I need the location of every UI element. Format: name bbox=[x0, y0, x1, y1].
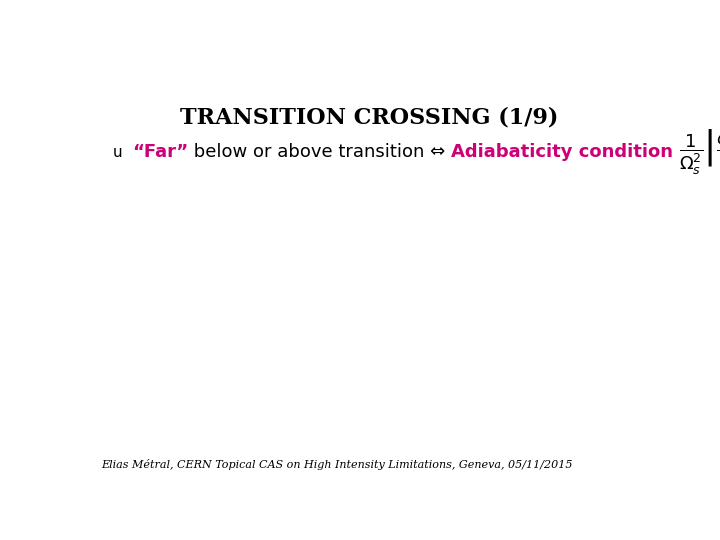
Text: Elias Métral, CERN Topical CAS on High Intensity Limitations, Geneva, 05/11/2015: Elias Métral, CERN Topical CAS on High I… bbox=[101, 459, 572, 470]
Text: “Far”: “Far” bbox=[132, 143, 188, 161]
Text: u: u bbox=[112, 145, 122, 160]
Text: Adiabaticity condition: Adiabaticity condition bbox=[451, 143, 673, 161]
Text: $\dfrac{1}{\Omega_s^2}\left|\dfrac{d\Omega_s}{dt}\right| \ll 1$: $\dfrac{1}{\Omega_s^2}\left|\dfrac{d\Ome… bbox=[679, 127, 720, 177]
Text: TRANSITION CROSSING (1/9): TRANSITION CROSSING (1/9) bbox=[180, 106, 558, 129]
Text: below or above transition ⇔: below or above transition ⇔ bbox=[188, 143, 451, 161]
